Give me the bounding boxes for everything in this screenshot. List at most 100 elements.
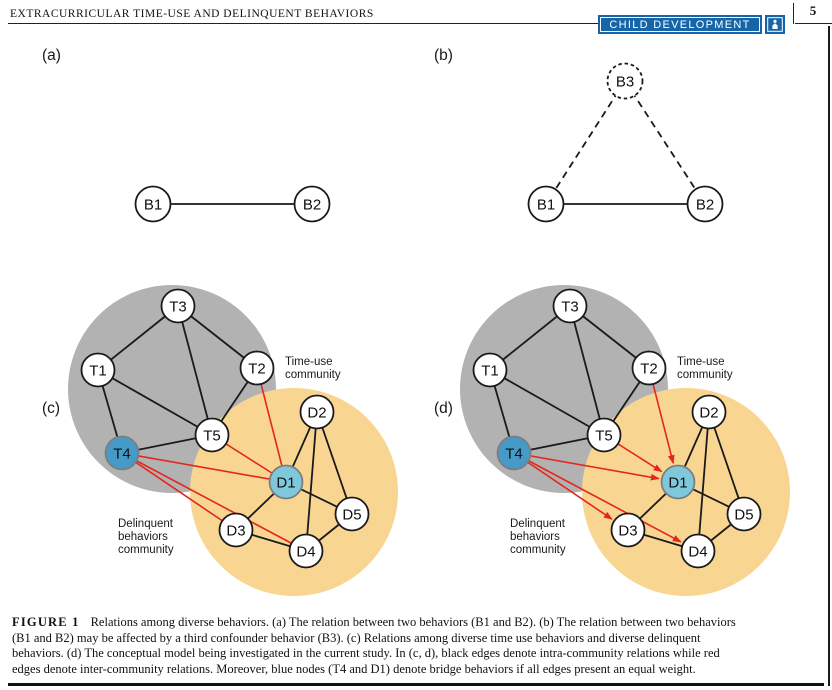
footer-rule [8, 683, 824, 686]
community-label-line: Delinquent [118, 518, 174, 530]
edge-B3-B1 [545, 80, 626, 205]
node-label-B3: B3 [616, 73, 634, 90]
running-title: EXTRACURRICULAR TIME-USE AND DELINQUENT … [10, 8, 374, 20]
edge-T4-D3 [513, 452, 613, 520]
caption-line: (B1 and B2) may be affected by a third c… [12, 630, 701, 645]
edge-T4-D1 [121, 452, 287, 483]
header-rule-left [8, 23, 598, 25]
edge-T4-D1 [513, 452, 660, 481]
community-label-line: community [510, 544, 566, 556]
node-label-T4: T4 [113, 445, 131, 462]
community-label-line: Time-use [677, 356, 725, 368]
node-B2 [293, 185, 331, 223]
header-rule-right [795, 23, 832, 25]
node-T1 [472, 352, 508, 388]
node-label-B2: B2 [303, 196, 321, 213]
node-label-D3: D3 [226, 522, 245, 539]
node-T4 [104, 435, 140, 471]
journal-badge: CHILD DEVELOPMENT [598, 15, 762, 34]
node-label-T4: T4 [505, 445, 523, 462]
caption-text: Relations among diverse behaviors. (a) T… [90, 615, 736, 629]
edge-D2-D4 [697, 411, 710, 552]
community-label-line: community [677, 369, 733, 381]
figure-1-diagram: B1 B2 (a) B1 B2 B3 (b) T3 T1 T2 T5 T4 D2 D1 D5 D3 D4 Time… [42, 47, 790, 596]
node-D3 [610, 512, 646, 548]
edge-T1-T5 [97, 369, 213, 436]
caption-line: behaviors. (d) The conceptual model bein… [12, 646, 720, 660]
page-number: 5 [809, 3, 817, 18]
community-label-line: Delinquent [510, 518, 566, 530]
panel-label-b: (b) [434, 47, 453, 64]
node-label-B1: B1 [144, 196, 162, 213]
node-D2 [691, 394, 727, 430]
edge-T2-D1 [256, 367, 287, 483]
edge-T4-D4 [121, 452, 307, 552]
figure-label: FIGURE 1 [12, 615, 80, 629]
panel-label-a: (a) [42, 47, 61, 64]
edge-B3-B2 [624, 80, 706, 205]
panel-label-d: (d) [434, 400, 453, 417]
node-D5 [726, 496, 762, 532]
node-D5 [334, 496, 370, 532]
node-label-D4: D4 [688, 543, 707, 560]
node-label-D1: D1 [276, 474, 295, 491]
node-label-D2: D2 [699, 404, 718, 421]
node-label-D3: D3 [618, 522, 637, 539]
node-D3 [218, 512, 254, 548]
caption-line: edges denote inter-community relations. … [12, 661, 696, 676]
page-number-divider [793, 3, 795, 24]
node-B2 [686, 185, 724, 223]
node-D1 [660, 464, 696, 500]
community-label-line: community [285, 369, 341, 381]
node-label-T2: T2 [248, 360, 266, 377]
community-label-line: Time-use [285, 356, 333, 368]
node-label-T1: T1 [481, 362, 499, 379]
panel-label-c: (c) [42, 400, 60, 417]
edge-D2-D5 [708, 411, 745, 515]
node-T2 [631, 350, 667, 386]
node-label-D2: D2 [307, 404, 326, 421]
edge-D2-D5 [316, 411, 353, 515]
edge-D2-D4 [305, 411, 318, 552]
edge-T4-D3 [121, 452, 237, 531]
node-T4 [496, 435, 532, 471]
community-label-line: behaviors [510, 531, 560, 543]
journal-logo-icon [765, 15, 785, 34]
node-D4 [680, 533, 716, 569]
node-label-B1: B1 [537, 196, 555, 213]
node-T2 [239, 350, 275, 386]
node-label-B2: B2 [696, 196, 714, 213]
caption-line: FIGURE 1 Relations among diverse behavior… [12, 615, 822, 631]
node-T1 [80, 352, 116, 388]
panel-b: B1 B2 B3 (b) [434, 47, 724, 223]
edge-T4-D4 [513, 452, 682, 543]
node-B1 [134, 185, 172, 223]
node-B3 [606, 62, 644, 100]
node-label-D5: D5 [734, 506, 753, 523]
node-D1 [268, 464, 304, 500]
node-label-T1: T1 [89, 362, 107, 379]
node-label-T3: T3 [561, 298, 579, 315]
node-D4 [288, 533, 324, 569]
node-label-D4: D4 [296, 543, 315, 560]
node-T5 [586, 417, 622, 453]
node-label-T2: T2 [640, 360, 658, 377]
node-label-D1: D1 [668, 474, 687, 491]
community-label-line: community [118, 544, 174, 556]
node-B1 [527, 185, 565, 223]
community-label-line: behaviors [118, 531, 168, 543]
edge-T3-T5 [177, 305, 213, 436]
node-label-D5: D5 [342, 506, 361, 523]
edge-T3-T5 [569, 305, 605, 436]
page-edge-line [828, 26, 830, 686]
panel-a: B1 B2 (a) [42, 47, 331, 223]
node-T5 [194, 417, 230, 453]
edge-T1-T5 [489, 369, 605, 436]
node-T3 [160, 288, 196, 324]
node-D2 [299, 394, 335, 430]
node-label-T3: T3 [169, 298, 187, 315]
journal-badge-label: CHILD DEVELOPMENT [600, 17, 760, 32]
